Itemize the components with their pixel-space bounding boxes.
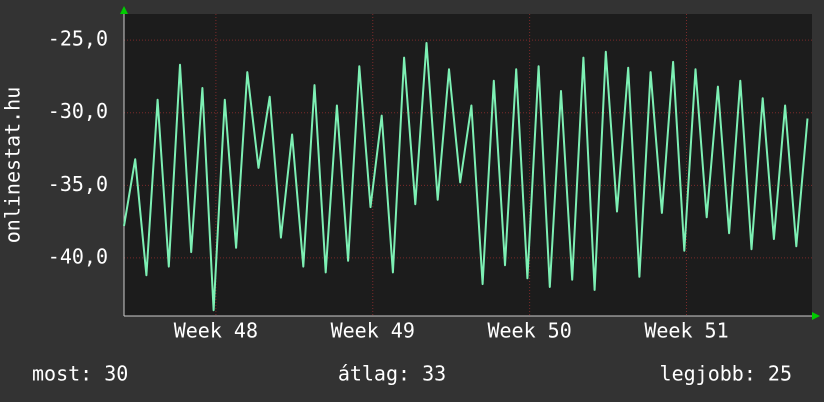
x-tick-label: Week 49 — [331, 319, 415, 343]
y-axis-label: onlinestat.hu — [1, 87, 25, 244]
y-tick-label: -40,0 — [48, 244, 108, 268]
y-tick-label: -30,0 — [48, 99, 108, 123]
y-tick-label: -25,0 — [48, 27, 108, 51]
data-line — [123, 42, 809, 312]
footer-current: most: 30 — [32, 362, 128, 386]
footer-average: átlag: 33 — [338, 362, 446, 386]
x-tick-label: Week 50 — [487, 319, 571, 343]
x-tick-label: Week 48 — [174, 319, 258, 343]
footer-best: legjobb: 25 — [660, 362, 792, 386]
x-tick-label: Week 51 — [644, 319, 728, 343]
y-tick-label: -35,0 — [48, 172, 108, 196]
y-arrow — [120, 6, 128, 14]
grid — [124, 14, 812, 316]
x-arrow — [812, 312, 820, 320]
plot-area — [124, 14, 812, 316]
